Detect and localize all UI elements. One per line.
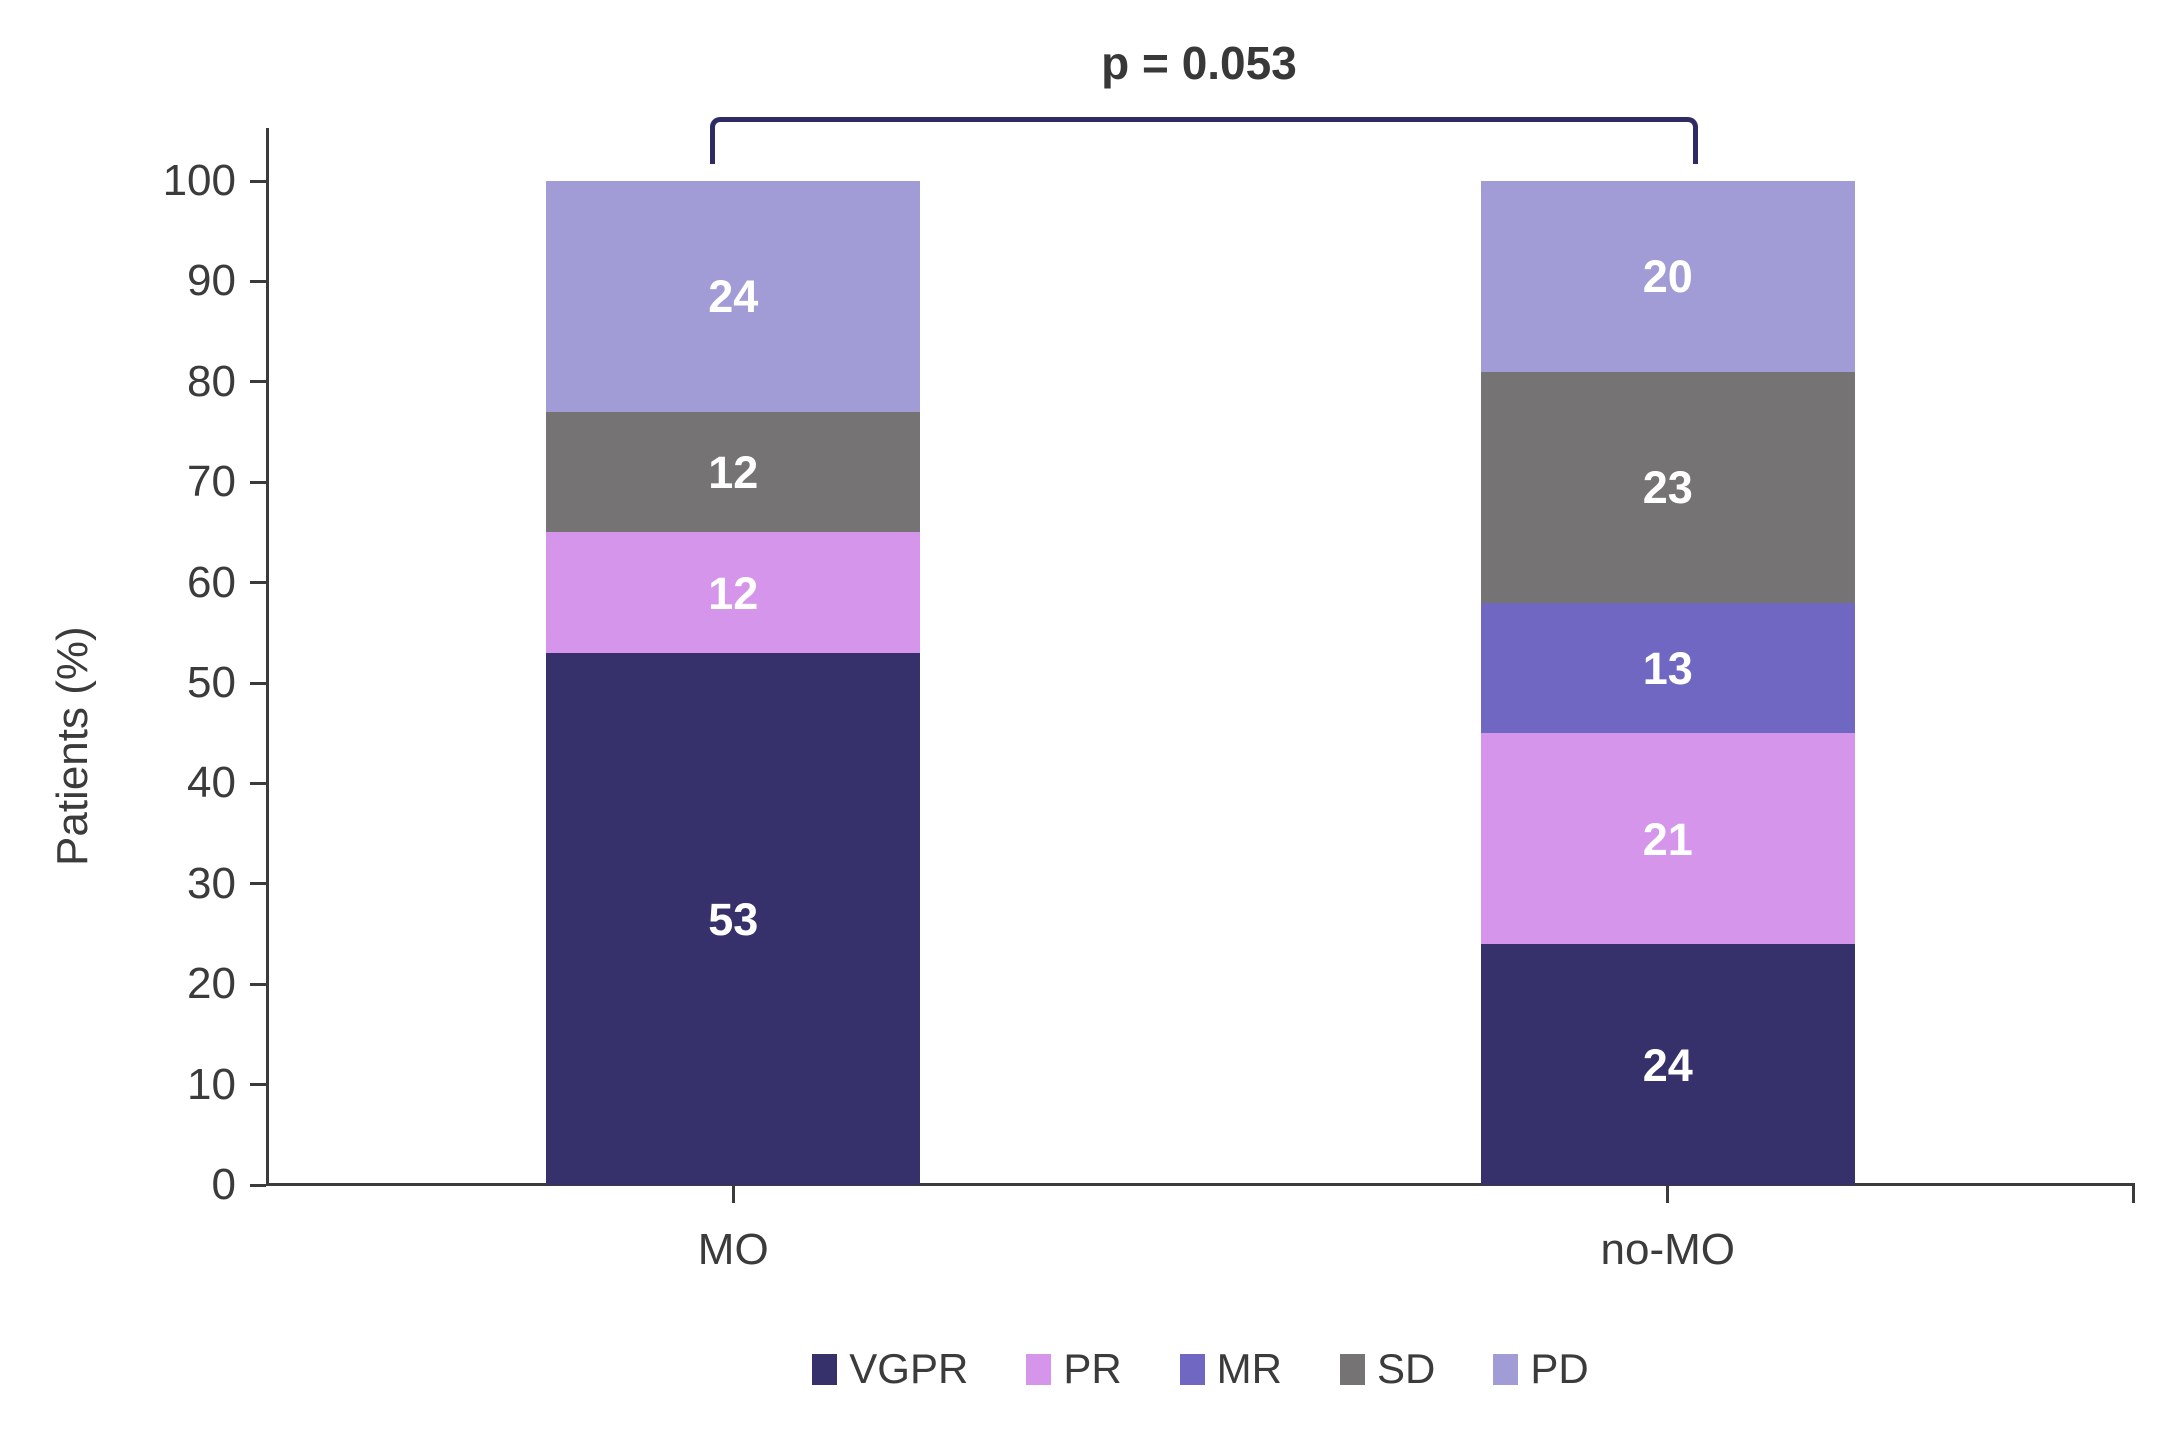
segment-value-MO-VGPR: 53 [708,893,759,945]
x-category-label-MO: MO [697,1225,769,1274]
y-tick-label-50: 50 [187,658,236,707]
legend-entry-MR: MR [1179,1345,1282,1392]
legend-entry-PD: PD [1493,1345,1589,1392]
y-tick-40 [250,781,266,785]
segment-value-no-MO-VGPR: 24 [1642,1039,1693,1091]
y-tick-50 [250,681,266,685]
y-tick-label-30: 30 [187,858,236,908]
legend-swatch-SD [1340,1353,1365,1385]
y-tick-10 [250,1083,266,1087]
y-tick-label-70: 70 [187,457,236,507]
legend: VGPR PR MR SD PD [266,1348,2135,1390]
legend-label-PR: PR [1063,1345,1122,1392]
bar-MO: 53 12 12 24 [546,181,921,1185]
y-tick-30 [250,882,266,886]
segment-value-no-MO-PR: 21 [1642,813,1693,865]
y-tick-100 [250,179,266,183]
segment-no-MO-PR [1480,733,1855,945]
y-tick-label-80: 80 [187,356,236,406]
segment-no-MO-SD [1480,371,1855,603]
y-tick-label-40: 40 [187,758,236,808]
y-tick-0 [250,1183,266,1187]
segment-MO-PD [546,181,921,412]
y-tick-label-100: 100 [162,156,236,205]
y-axis-title-text: Patients (%) [48,626,97,866]
legend-swatch-MR [1179,1353,1205,1385]
y-tick-label-20: 20 [187,959,236,1009]
segment-MO-PR [546,532,921,653]
y-axis-line [266,128,269,1186]
segment-value-MO-PR: 12 [708,567,759,619]
segment-value-no-MO-MR: 13 [1642,642,1693,694]
legend-swatch-VGPR [812,1353,838,1385]
segment-no-MO-PD [1480,181,1855,372]
y-tick-20 [250,982,266,986]
legend-swatch-PD [1493,1353,1519,1385]
y-tick-label-0: 0 [211,1160,236,1209]
x-axis-line [266,1183,2135,1186]
segment-no-MO-MR [1480,602,1855,734]
y-tick-label-90: 90 [187,256,236,306]
legend-label-MR: MR [1216,1345,1282,1392]
x-axis-end-tick [2132,1186,2135,1203]
y-tick-60 [250,581,266,585]
x-tick-no-MO [1666,1186,1670,1203]
bar-no-MO: 24 21 13 23 20 [1480,181,1855,1185]
legend-entry-VGPR: VGPR [812,1348,968,1390]
y-tick-label-10: 10 [187,1059,236,1109]
y-tick-label-60: 60 [187,557,236,607]
x-tick-MO [731,1186,735,1203]
segment-value-MO-PD: 24 [708,271,759,323]
segment-MO-VGPR [546,652,921,1185]
x-category-label-no-MO: no-MO [1600,1225,1735,1274]
segment-value-no-MO-PD: 20 [1642,251,1693,303]
significance-bracket [710,117,1698,164]
legend-label-PD: PD [1530,1345,1589,1392]
y-tick-90 [250,279,266,283]
segment-MO-SD [546,411,921,533]
segment-value-no-MO-SD: 23 [1642,462,1693,514]
segment-value-MO-SD: 12 [708,447,759,499]
legend-swatch-PR [1026,1353,1052,1385]
legend-label-VGPR: VGPR [849,1345,969,1392]
legend-entry-PR: PR [1026,1345,1122,1392]
y-tick-70 [250,480,266,484]
legend-label-SD: SD [1377,1345,1436,1392]
segment-no-MO-VGPR [1480,944,1855,1185]
y-tick-80 [250,380,266,384]
legend-entry-SD: SD [1340,1348,1435,1390]
p-value-annotation: p = 0.053 [1101,37,1297,89]
